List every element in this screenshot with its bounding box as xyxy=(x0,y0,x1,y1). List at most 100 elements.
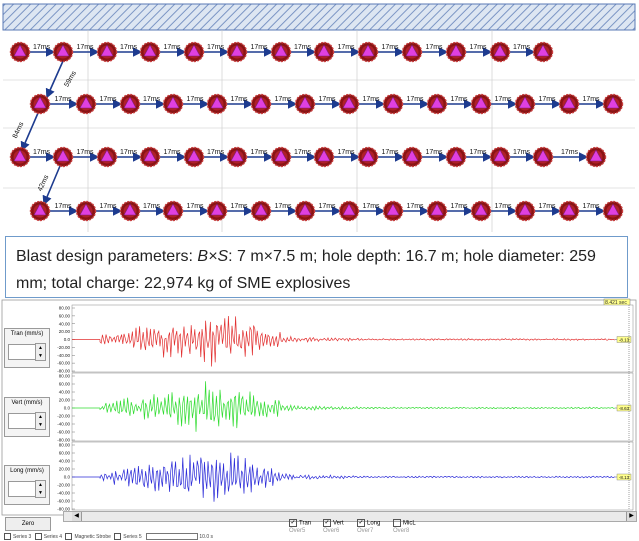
seismograph-icon xyxy=(8,413,36,429)
blast-hole-icon xyxy=(470,93,492,115)
y-tick-label: -20.00 xyxy=(57,345,70,350)
delay-label: 17ms xyxy=(513,149,531,156)
legend-sub: Over7 xyxy=(357,528,374,534)
footer-item: Series 5 xyxy=(123,533,142,540)
delay-label: 17ms xyxy=(362,203,380,210)
y-tick-label: 80.00 xyxy=(59,443,71,448)
blast-hole-icon xyxy=(426,200,448,222)
spinner-icon[interactable]: ▲ ▼ xyxy=(35,480,46,498)
delay-label: 17ms xyxy=(230,203,248,210)
blast-hole-icon xyxy=(29,93,51,115)
channel-name: Long (mm/s) xyxy=(10,468,44,474)
delay-label: 17ms xyxy=(230,96,248,103)
delay-label: 17ms xyxy=(76,149,94,156)
delay-arrow xyxy=(42,165,61,206)
scroll-left-icon[interactable]: ◀ xyxy=(72,512,82,521)
channel-readout: -8.63 xyxy=(619,406,630,411)
blast-hole-icon xyxy=(514,93,536,115)
delay-label: 17ms xyxy=(163,44,181,51)
blast-hole-icon xyxy=(96,146,118,168)
spinner-icon[interactable]: ▲ ▼ xyxy=(35,343,46,361)
delay-label: 17ms xyxy=(425,149,443,156)
y-tick-label: -40.00 xyxy=(57,491,70,496)
channel-label-vert[interactable]: Vert (mm/s) ▲ ▼ xyxy=(4,397,50,437)
layout-grid xyxy=(3,30,635,232)
scroll-right-icon[interactable]: ▶ xyxy=(626,512,636,521)
y-tick-label: -80.00 xyxy=(57,438,70,443)
checkbox-icon[interactable]: ✓ xyxy=(357,519,365,527)
blast-hole-icon xyxy=(338,93,360,115)
blast-hole-icon xyxy=(585,146,607,168)
checkbox-icon[interactable]: ✓ xyxy=(289,519,297,527)
delay-label: 17ms xyxy=(143,203,161,210)
legend-label: Vert xyxy=(333,520,344,527)
delay-label: 17ms xyxy=(54,203,72,210)
delay-label: 17ms xyxy=(337,149,355,156)
blast-hole-icon xyxy=(313,41,335,63)
blast-hole-icon xyxy=(426,93,448,115)
blast-hole-icon xyxy=(119,93,141,115)
blast-hole-icon xyxy=(96,41,118,63)
delay-label: 17ms xyxy=(450,203,468,210)
waveform-channel: 80.00 60.00 40.00 20.00 0.0 -20.00 -40.00 -60.0… xyxy=(57,441,634,512)
delay-label: 17ms xyxy=(337,44,355,51)
blast-hole-icon xyxy=(338,200,360,222)
legend-vert[interactable]: ✓ Vert Over6 xyxy=(323,519,344,534)
delay-label: 17ms xyxy=(538,96,556,103)
blast-hole-icon xyxy=(119,200,141,222)
legend-label: Long xyxy=(367,520,381,527)
legend-tran[interactable]: ✓ Tran Over5 xyxy=(289,519,311,534)
delay-label: 17ms xyxy=(250,44,268,51)
blast-hole-icon xyxy=(270,41,292,63)
delay-label: 17ms xyxy=(494,203,512,210)
seismograph-icon xyxy=(8,344,36,360)
waveform-trace xyxy=(99,315,615,367)
legend-long[interactable]: ✓ Long Over7 xyxy=(357,519,380,534)
channel-label-tran[interactable]: Tran (mm/s) ▲ ▼ xyxy=(4,328,50,368)
delay-label: 17ms xyxy=(99,203,117,210)
blast-hole-icon xyxy=(52,41,74,63)
checkbox-icon[interactable]: ✓ xyxy=(323,519,331,527)
checkbox-icon[interactable] xyxy=(393,519,401,527)
channel-name: Tran (mm/s) xyxy=(10,331,44,337)
delay-label: 17ms xyxy=(425,44,443,51)
y-tick-label: 60.00 xyxy=(59,382,71,387)
blast-hole-icon xyxy=(183,146,205,168)
channel-readout: -8.13 xyxy=(619,337,630,342)
y-tick-label: -20.00 xyxy=(57,414,70,419)
delay-label: 17ms xyxy=(76,44,94,51)
channel-name: Vert (mm/s) xyxy=(11,400,43,406)
time-scrollbar[interactable]: ◀ ▶ xyxy=(63,511,637,522)
y-tick-label: 40.00 xyxy=(59,321,71,326)
delay-label: 17ms xyxy=(163,149,181,156)
legend-micl[interactable]: MicL Over8 xyxy=(393,519,416,534)
spinner-icon[interactable]: ▲ ▼ xyxy=(35,412,46,430)
y-tick-label: 0.0 xyxy=(64,475,71,480)
y-tick-label: 60.00 xyxy=(59,451,71,456)
footer-field[interactable] xyxy=(146,533,199,540)
channel-readout: -8.13 xyxy=(619,475,630,480)
checkbox-icon[interactable] xyxy=(65,533,73,540)
checkbox-icon[interactable] xyxy=(34,533,42,540)
y-tick-label: -80.00 xyxy=(57,507,70,512)
blast-hole-icon xyxy=(162,200,184,222)
waveform-trace xyxy=(99,381,615,432)
blast-hole-icon xyxy=(558,93,580,115)
y-tick-label: 20.00 xyxy=(59,329,71,334)
blast-hole-icon xyxy=(226,41,248,63)
delay-label: 17ms xyxy=(33,44,51,51)
blast-hole-icon xyxy=(75,93,97,115)
checkbox-icon[interactable] xyxy=(114,533,122,540)
blast-hole-icon xyxy=(558,200,580,222)
legend-sub: Over8 xyxy=(393,528,410,534)
blast-hole-icon xyxy=(445,41,467,63)
delay-label: 17ms xyxy=(250,149,268,156)
zoom-toolbar[interactable]: Zero xyxy=(5,517,51,531)
footer-item: Series 4 xyxy=(43,533,63,540)
checkbox-icon[interactable] xyxy=(4,533,11,540)
delay-label: 17ms xyxy=(294,44,312,51)
y-tick-label: 40.00 xyxy=(59,390,71,395)
y-tick-label: -60.00 xyxy=(57,361,70,366)
channel-label-long[interactable]: Long (mm/s) ▲ ▼ xyxy=(4,465,50,505)
